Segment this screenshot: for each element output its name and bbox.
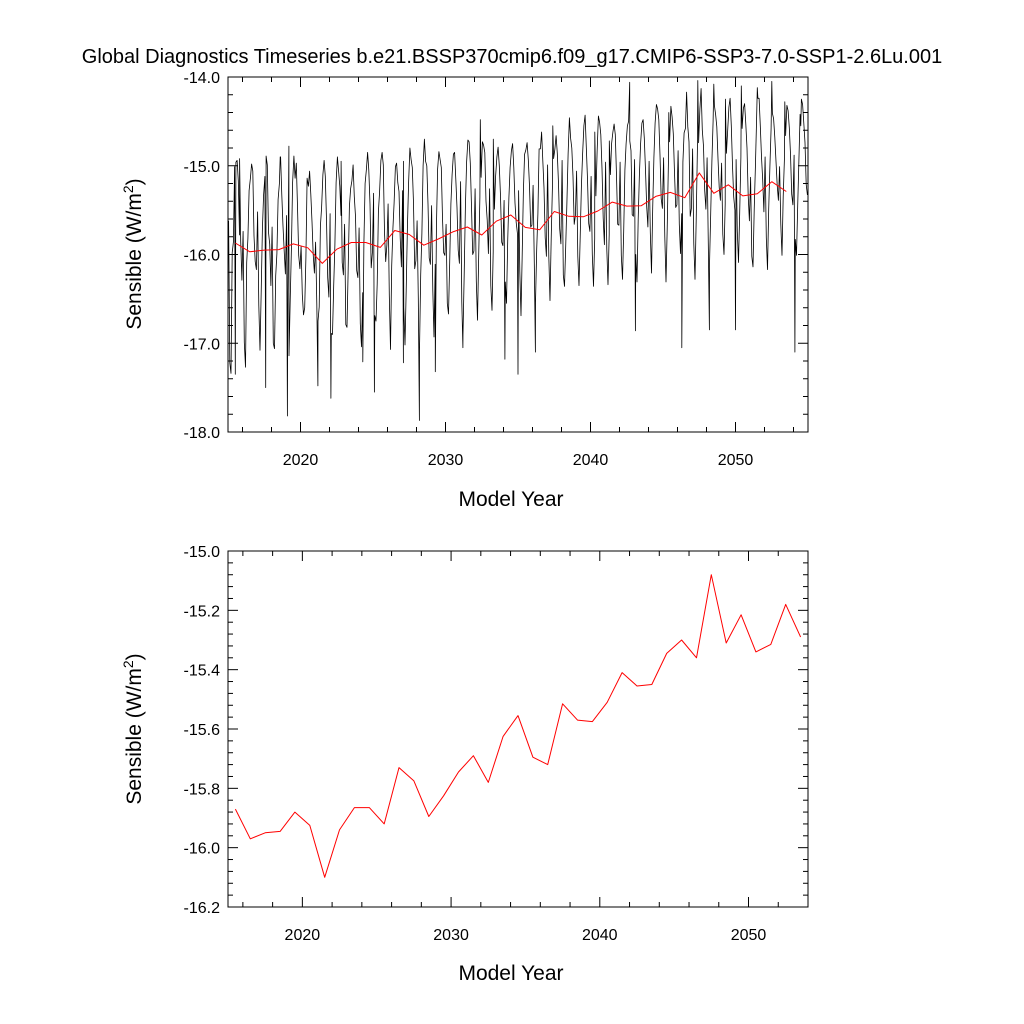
bottom-x-tick-label: 2050 — [731, 927, 767, 944]
bottom-y-tick-label: -16.2 — [184, 900, 221, 917]
top-y-tick-label: -14.0 — [184, 70, 221, 87]
bottom-x-tick-label: 2020 — [285, 927, 321, 944]
top-x-tick-label: 2050 — [718, 452, 754, 469]
bottom-y-tick-label: -16.0 — [184, 841, 221, 858]
bottom-annual-series-line — [234, 574, 802, 878]
top-ticks: 2020 2030 2040 2050 -18.0 -17.0 -16.0 -15.0 -14.… — [184, 70, 808, 469]
bottom-y-tick-label: -15.0 — [184, 544, 221, 561]
figure-title: Global Diagnostics Timeseries b.e21.BSSP… — [82, 46, 942, 68]
top-panel: 2020 2030 2040 2050 -18.0 -17.0 -16.0 -15.0 -14.… — [120, 70, 809, 511]
top-monthly-series-line — [228, 80, 808, 421]
top-x-axis-label: Model Year — [458, 488, 563, 511]
bottom-x-axis-label: Model Year — [458, 962, 563, 985]
bottom-x-tick-label: 2040 — [582, 927, 618, 944]
bottom-y-tick-label: -15.2 — [184, 603, 221, 620]
top-x-tick-label: 2030 — [428, 452, 464, 469]
top-x-tick-label: 2040 — [573, 452, 609, 469]
bottom-y-tick-label: -15.6 — [184, 722, 221, 739]
top-y-axis-label: Sensible (W/m2) — [120, 178, 146, 329]
top-y-tick-label: -17.0 — [184, 336, 221, 353]
top-y-tick-label: -16.0 — [184, 248, 221, 265]
top-y-tick-label: -15.0 — [184, 159, 221, 176]
bottom-y-tick-label: -15.8 — [184, 781, 221, 798]
bottom-y-axis-label: Sensible (W/m2) — [120, 653, 146, 804]
bottom-x-tick-label: 2030 — [433, 927, 469, 944]
bottom-ticks: 2020 2030 2040 2050 -16.2 -16.0 -15.8 -15.6 -15.… — [184, 544, 809, 944]
bottom-y-tick-label: -15.4 — [184, 663, 221, 680]
top-series-layer — [228, 80, 808, 421]
bottom-plot-frame — [227, 550, 809, 908]
bottom-panel: 2020 2030 2040 2050 -16.2 -16.0 -15.8 -15.6 -15.… — [120, 544, 809, 985]
top-annual-series-line — [235, 172, 787, 264]
top-y-tick-label: -18.0 — [184, 425, 221, 442]
bottom-series-layer — [234, 574, 802, 878]
top-x-tick-label: 2020 — [283, 452, 319, 469]
